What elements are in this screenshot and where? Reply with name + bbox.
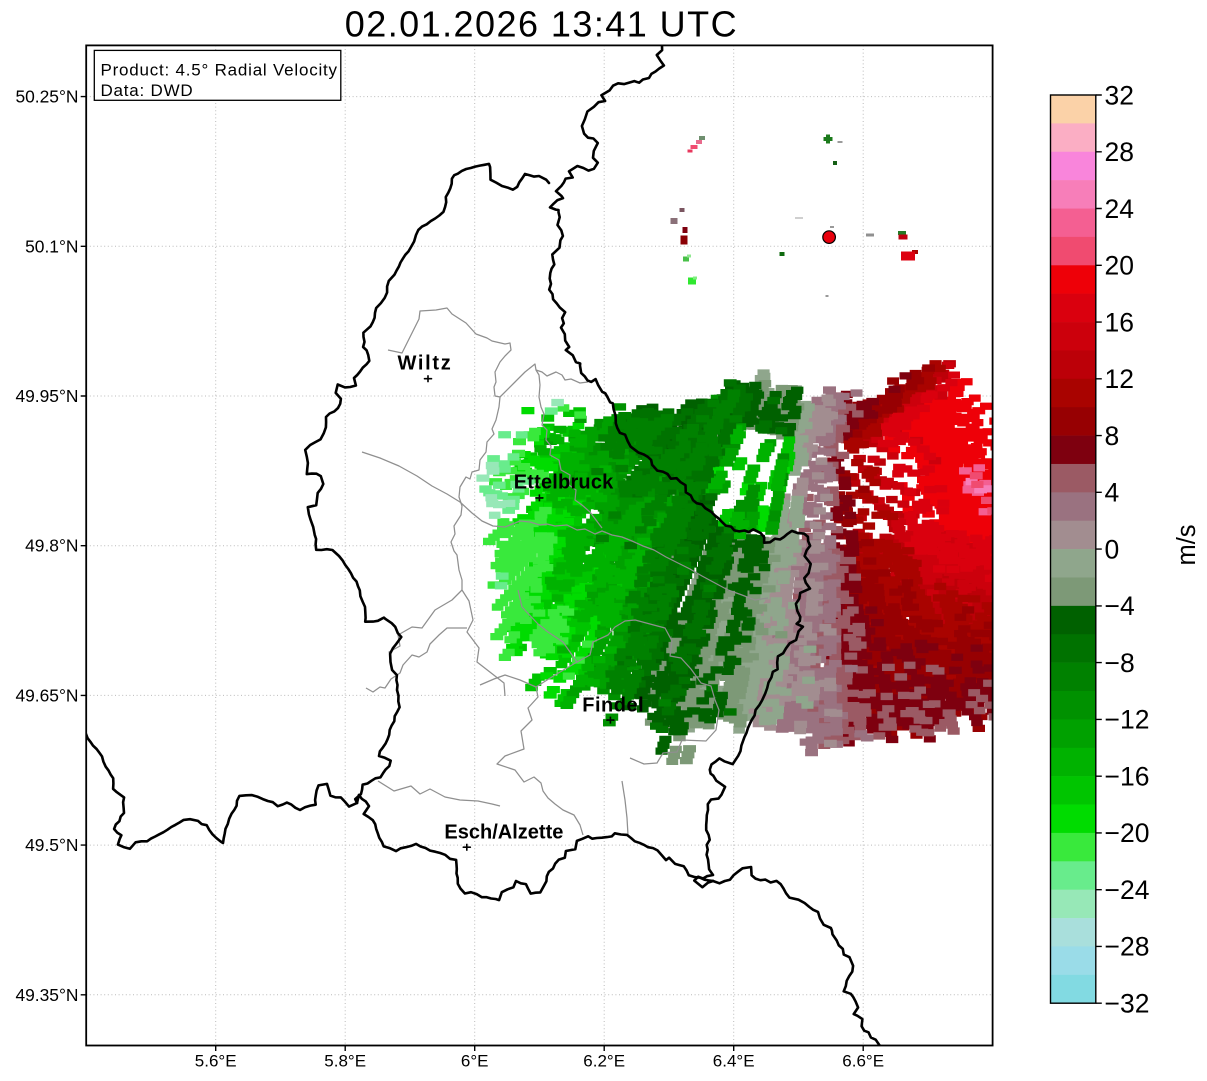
svg-text:−32: −32: [1105, 989, 1150, 1019]
svg-text:28: 28: [1105, 137, 1134, 167]
svg-text:−16: −16: [1105, 762, 1150, 792]
svg-text:16: 16: [1105, 307, 1134, 337]
svg-text:Findel: Findel: [582, 695, 644, 717]
svg-text:50.25°N: 50.25°N: [15, 87, 78, 107]
svg-text:49.95°N: 49.95°N: [15, 386, 78, 406]
svg-text:m/s: m/s: [1173, 524, 1201, 565]
svg-text:49.5°N: 49.5°N: [25, 835, 78, 855]
svg-text:24: 24: [1105, 194, 1134, 224]
svg-text:49.65°N: 49.65°N: [15, 685, 78, 705]
svg-text:Esch/Alzette: Esch/Alzette: [444, 821, 563, 843]
svg-text:02.01.2026 13:41 UTC: 02.01.2026 13:41 UTC: [345, 4, 738, 45]
svg-text:6.2°E: 6.2°E: [583, 1052, 625, 1071]
svg-text:−4: −4: [1105, 591, 1135, 621]
svg-text:4: 4: [1105, 478, 1120, 508]
svg-text:6.4°E: 6.4°E: [713, 1052, 755, 1071]
svg-text:Ettelbruck: Ettelbruck: [514, 471, 614, 493]
svg-text:8: 8: [1105, 421, 1120, 451]
svg-text:6.6°E: 6.6°E: [842, 1052, 884, 1071]
svg-text:5.8°E: 5.8°E: [324, 1052, 366, 1071]
svg-text:50.1°N: 50.1°N: [25, 236, 78, 256]
svg-text:6°E: 6°E: [461, 1052, 489, 1071]
svg-text:Product: 4.5° Radial Velocity: Product: 4.5° Radial Velocity: [101, 61, 338, 80]
svg-text:Data: DWD: Data: DWD: [101, 81, 194, 100]
svg-text:−24: −24: [1105, 875, 1150, 905]
svg-text:0: 0: [1105, 534, 1120, 564]
svg-text:−8: −8: [1105, 648, 1135, 678]
svg-text:49.35°N: 49.35°N: [15, 985, 78, 1005]
svg-text:12: 12: [1105, 364, 1134, 394]
svg-text:5.6°E: 5.6°E: [195, 1052, 237, 1071]
svg-text:−12: −12: [1105, 705, 1150, 735]
svg-text:32: 32: [1105, 80, 1134, 110]
svg-text:−20: −20: [1105, 818, 1150, 848]
svg-text:Wiltz: Wiltz: [398, 352, 453, 374]
svg-text:49.8°N: 49.8°N: [25, 536, 78, 556]
svg-text:20: 20: [1105, 251, 1134, 281]
svg-text:−28: −28: [1105, 932, 1150, 962]
